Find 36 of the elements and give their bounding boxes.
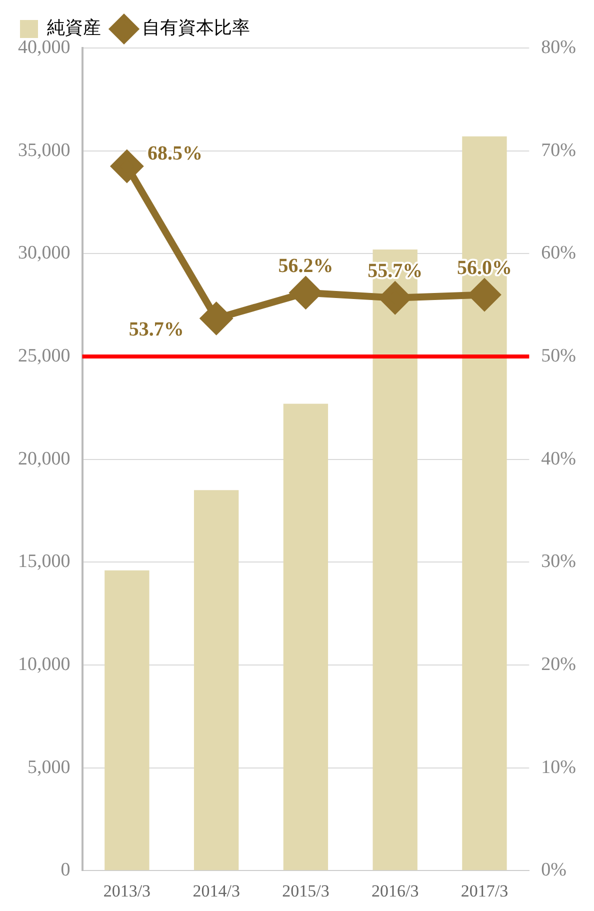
y2-tick-label: 10% — [541, 756, 576, 778]
y-tick-label: 35,000 — [18, 140, 70, 161]
legend-label: 自有資本比率 — [142, 18, 250, 39]
y-tick-label: 10,000 — [18, 654, 70, 675]
x-tick-label: 2013/3 — [103, 881, 151, 900]
y-tick-label: 25,000 — [18, 345, 70, 366]
point — [200, 302, 232, 334]
data-label: 53.7% — [128, 318, 184, 341]
point — [111, 150, 142, 182]
y2-tick-label: 70% — [541, 140, 576, 161]
y-tick-label: 40,000 — [18, 36, 70, 58]
data-label: 68.5% — [147, 142, 202, 164]
y2-tick-label: 0% — [541, 860, 567, 881]
y2-tick-label: 40% — [541, 448, 576, 470]
point — [468, 279, 500, 310]
y2-tick-label: 30% — [541, 551, 576, 572]
x-tick-label: 2017/3 — [460, 881, 508, 900]
y-tick-label: 15,000 — [18, 551, 70, 572]
y-tick-label: 30,000 — [18, 242, 70, 264]
legend-label: 純資産 — [47, 18, 101, 39]
bar — [104, 570, 150, 870]
y-tick-label: 0 — [60, 860, 70, 881]
x-tick-label: 2016/3 — [371, 881, 419, 900]
y2-tick-label: 20% — [541, 654, 576, 675]
y-tick-label: 5,000 — [28, 756, 70, 778]
y2-tick-label: 50% — [541, 345, 576, 366]
point — [380, 282, 411, 314]
y2-tick-label: 80% — [541, 36, 576, 58]
x-tick-label: 2014/3 — [192, 881, 240, 900]
bar — [194, 490, 239, 870]
x-tick-label: 2015/3 — [282, 881, 330, 900]
y-tick-label: 20,000 — [18, 448, 70, 470]
bar — [283, 404, 328, 870]
y2-tick-label: 60% — [541, 242, 576, 264]
point — [290, 277, 322, 308]
data-label: 56.2% — [278, 254, 334, 277]
